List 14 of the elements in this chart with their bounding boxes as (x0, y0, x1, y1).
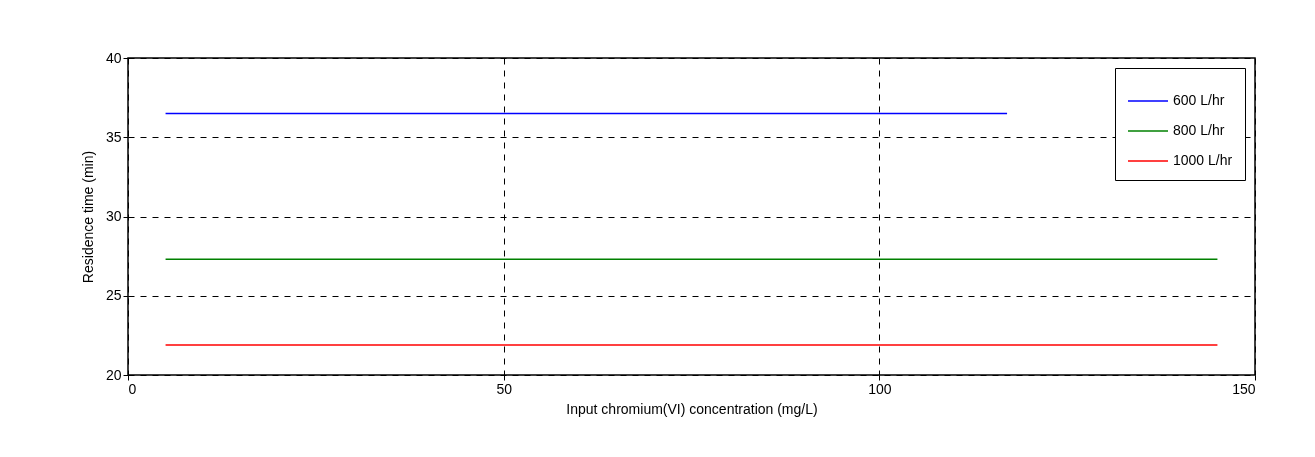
y-tick-label: 20 (105, 366, 122, 383)
x-axis-title: Input chromium(VI) concentration (mg/L) (566, 400, 818, 417)
legend-label: 600 L/hr (1173, 92, 1225, 108)
y-tick-label: 35 (105, 128, 122, 145)
x-tick-label: 50 (496, 380, 513, 397)
legend-label: 1000 L/hr (1173, 152, 1233, 168)
y-tick-label: 30 (105, 208, 122, 224)
y-axis-title: Residence time (min) (79, 150, 96, 284)
y-tick-label: 40 (105, 49, 122, 66)
x-tick-label: 0 (128, 380, 137, 397)
y-tick-label: 25 (105, 287, 122, 304)
x-tick-label: 150 (1232, 380, 1256, 397)
x-tick-label: 100 (868, 380, 892, 397)
legend-label: 800 L/hr (1173, 122, 1225, 138)
